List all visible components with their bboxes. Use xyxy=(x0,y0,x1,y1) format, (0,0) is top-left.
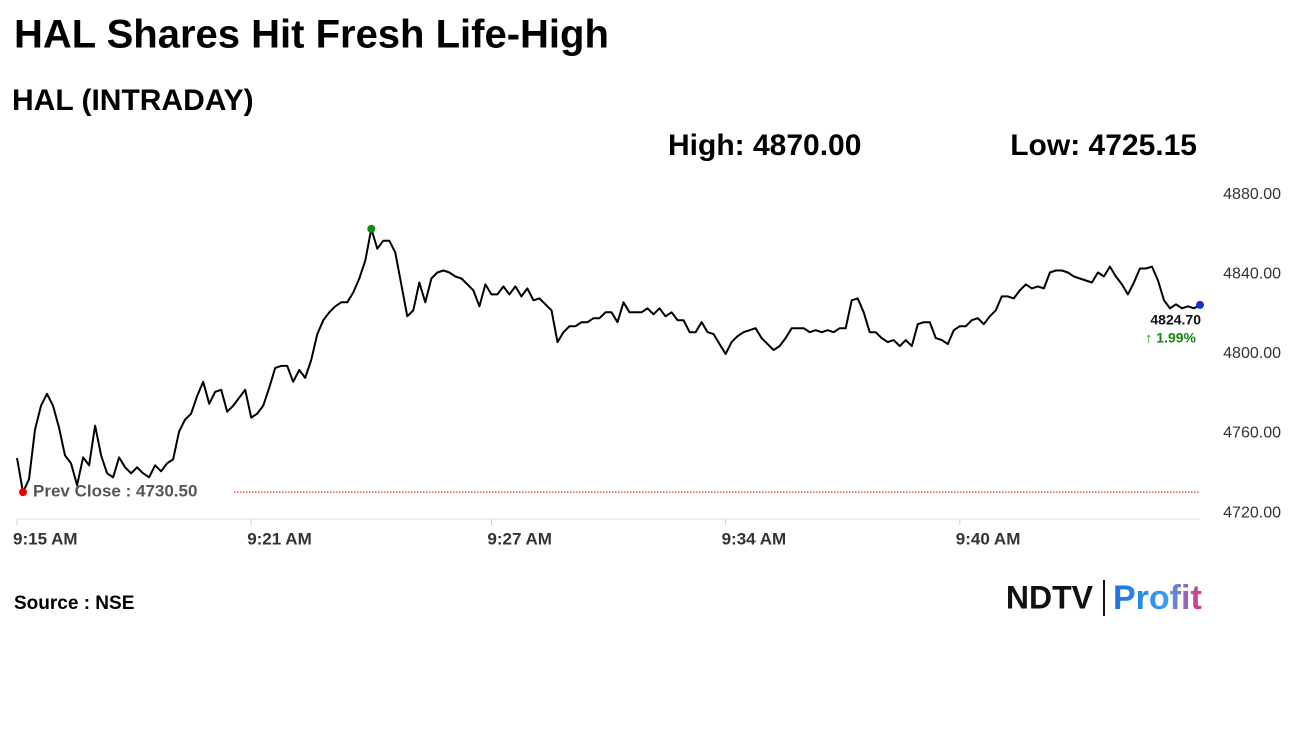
x-tick-label: 9:21 AM xyxy=(247,529,312,548)
price-line xyxy=(16,227,1201,494)
y-tick-label: 4880.00 xyxy=(1223,186,1281,203)
y-tick-label: 4840.00 xyxy=(1223,266,1281,283)
low-stat: Low: 4725.15 xyxy=(1010,129,1197,162)
low-dot xyxy=(19,488,28,497)
logo-ndtv: NDTV xyxy=(1006,579,1094,615)
logo-profit: Profit xyxy=(1113,579,1202,617)
source: Source : NSE xyxy=(14,593,134,614)
x-tick-label: 9:27 AM xyxy=(487,529,552,548)
high-dot xyxy=(367,224,376,233)
chart-title: HAL Shares Hit Fresh Life-High xyxy=(14,13,609,57)
last-price-label: 4824.70 xyxy=(1150,312,1201,328)
chart-subtitle: HAL (INTRADAY) xyxy=(12,84,254,117)
x-tick-label: 9:34 AM xyxy=(722,529,787,548)
y-tick-label: 4720.00 xyxy=(1223,504,1281,521)
x-tick-label: 9:40 AM xyxy=(956,529,1021,548)
y-tick-label: 4800.00 xyxy=(1223,345,1281,362)
change-label: ↑ 1.99% xyxy=(1145,330,1196,346)
last-dot xyxy=(1196,300,1204,309)
y-tick-label: 4760.00 xyxy=(1223,425,1281,442)
x-tick-label: 9:15 AM xyxy=(13,529,78,548)
prev-close-label: Prev Close : 4730.50 xyxy=(33,482,197,501)
high-stat: High: 4870.00 xyxy=(668,129,861,162)
